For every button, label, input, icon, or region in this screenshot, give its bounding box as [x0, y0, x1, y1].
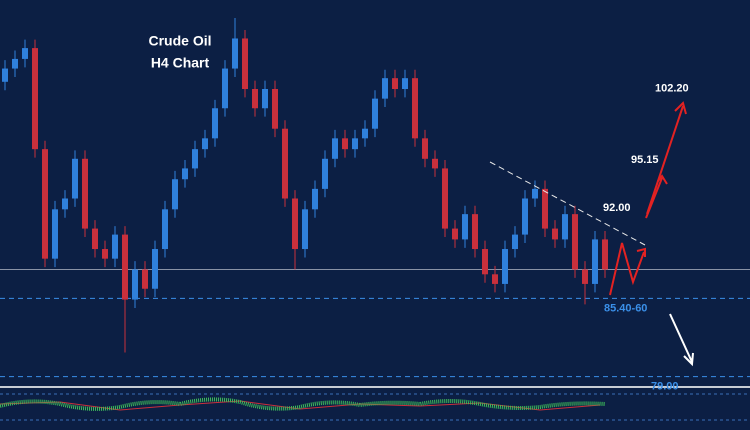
candle-body: [432, 158, 438, 169]
candle-body: [472, 214, 478, 250]
candle-body: [592, 239, 598, 284]
candle-body: [52, 209, 58, 259]
candle-body: [442, 168, 448, 229]
candle-body: [492, 274, 498, 284]
candle-body: [552, 228, 558, 240]
candle-body: [452, 228, 458, 240]
candle-body: [92, 228, 98, 250]
level-label: 79.00: [651, 380, 679, 392]
candle-body: [222, 68, 228, 109]
candle-body: [232, 38, 238, 69]
candle-body: [2, 68, 8, 82]
candle-body: [512, 234, 518, 250]
candle-body: [82, 158, 88, 229]
candle-body: [582, 269, 588, 284]
candle-body: [482, 249, 488, 275]
candle-body: [202, 138, 208, 150]
candle-body: [102, 249, 108, 259]
candle-body: [12, 58, 18, 69]
candle-body: [182, 168, 188, 180]
candle-body: [372, 98, 378, 129]
candle-body: [112, 234, 118, 259]
candle-body: [22, 48, 28, 59]
candle-body: [542, 188, 548, 229]
candle-body: [192, 149, 198, 169]
indicator-panel: [0, 386, 750, 421]
candle-body: [132, 269, 138, 300]
candle-body: [422, 138, 428, 159]
candle-body: [32, 48, 38, 150]
candle-body: [242, 38, 248, 90]
candle-body: [332, 138, 338, 159]
candle-body: [522, 198, 528, 235]
white-arrow: [669, 313, 694, 367]
candle-body: [272, 89, 278, 129]
candle-body: [302, 209, 308, 250]
target-label: 102.20: [655, 82, 689, 94]
candle-body: [352, 138, 358, 150]
candle-body: [532, 188, 538, 199]
candle-body: [252, 89, 258, 109]
candle-body: [122, 234, 128, 300]
candle-body: [412, 78, 418, 139]
candle-body: [162, 209, 168, 250]
candle-body: [342, 138, 348, 150]
candle-body: [152, 249, 158, 289]
candle-body: [402, 78, 408, 90]
chart-title: Crude Oil: [148, 33, 211, 49]
level-label: 85.40-60: [604, 302, 647, 314]
candle-body: [172, 179, 178, 210]
candle-body: [362, 128, 368, 139]
candle-body: [292, 198, 298, 250]
candle-body: [502, 249, 508, 284]
candle-body: [572, 214, 578, 270]
target-label: 92.00: [603, 202, 631, 214]
red-arrows: [609, 101, 687, 296]
candle-body: [462, 214, 468, 240]
target-label: 95.15: [631, 154, 659, 166]
candle-body: [562, 214, 568, 240]
candle-body: [312, 188, 318, 210]
candle-body: [322, 158, 328, 189]
candle-body: [282, 128, 288, 199]
chart-subtitle: H4 Chart: [151, 55, 210, 71]
candle-body: [392, 78, 398, 90]
candle-body: [262, 89, 268, 109]
candle-body: [212, 108, 218, 139]
candle-body: [142, 269, 148, 289]
candle-body: [42, 149, 48, 259]
candle-body: [382, 78, 388, 99]
candle-body: [602, 239, 608, 270]
candle-body: [72, 158, 78, 199]
candle-body: [62, 198, 68, 210]
